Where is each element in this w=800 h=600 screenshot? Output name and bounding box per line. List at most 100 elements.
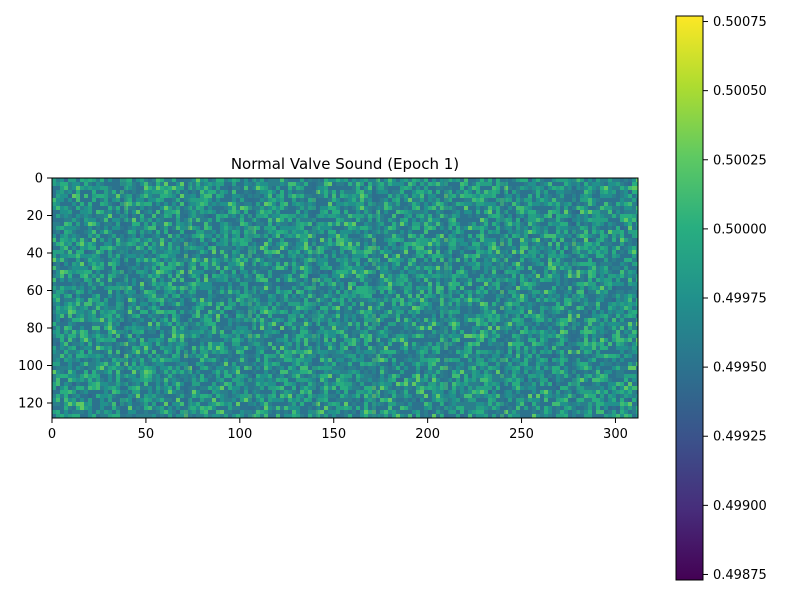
heatmap-cell xyxy=(608,218,612,222)
heatmap-cell xyxy=(476,190,480,194)
heatmap-cell xyxy=(224,190,228,194)
heatmap-cell xyxy=(228,258,232,262)
heatmap-cell xyxy=(492,246,496,250)
heatmap-cell xyxy=(556,286,560,290)
heatmap-cell xyxy=(168,178,172,182)
heatmap-cell xyxy=(52,278,56,282)
heatmap-cell xyxy=(596,270,600,274)
heatmap-cell xyxy=(448,278,452,282)
heatmap-cell xyxy=(252,266,256,270)
heatmap-cell xyxy=(260,210,264,214)
heatmap-cell xyxy=(580,310,584,314)
heatmap-cell xyxy=(560,274,564,278)
heatmap-cell xyxy=(580,282,584,286)
heatmap-cell xyxy=(356,238,360,242)
heatmap-cell xyxy=(480,234,484,238)
heatmap-cell xyxy=(68,178,72,182)
heatmap-cell xyxy=(540,282,544,286)
heatmap-cell xyxy=(460,278,464,282)
heatmap-cell xyxy=(236,266,240,270)
heatmap-cell xyxy=(224,270,228,274)
heatmap-cell xyxy=(128,298,132,302)
heatmap-cell xyxy=(108,210,112,214)
heatmap-cell xyxy=(352,302,356,306)
heatmap-cell xyxy=(596,194,600,198)
heatmap-cell xyxy=(380,278,384,282)
heatmap-cell xyxy=(388,290,392,294)
heatmap-cell xyxy=(412,218,416,222)
heatmap-cell xyxy=(320,290,324,294)
heatmap-cell xyxy=(636,206,638,210)
heatmap-cell xyxy=(236,262,240,266)
heatmap-cell xyxy=(504,234,508,238)
heatmap-cell xyxy=(500,206,504,210)
heatmap-cell xyxy=(524,198,528,202)
heatmap-cell xyxy=(116,182,120,186)
heatmap-cell xyxy=(544,282,548,286)
heatmap-cell xyxy=(416,194,420,198)
heatmap-cell xyxy=(116,246,120,250)
heatmap-cell xyxy=(164,290,168,294)
heatmap-cell xyxy=(608,206,612,210)
heatmap-cell xyxy=(512,246,516,250)
heatmap-cell xyxy=(400,270,404,274)
heatmap-cell xyxy=(596,254,600,258)
heatmap-cell xyxy=(596,278,600,282)
heatmap-cell xyxy=(288,266,292,270)
heatmap-cell xyxy=(356,250,360,254)
heatmap-cell xyxy=(220,190,224,194)
heatmap-cell xyxy=(604,242,608,246)
heatmap-cell xyxy=(84,286,88,290)
heatmap-cell xyxy=(168,202,172,206)
heatmap-cell xyxy=(304,194,308,198)
heatmap-cell xyxy=(140,190,144,194)
heatmap-cell xyxy=(184,302,188,306)
heatmap-cell xyxy=(188,306,192,310)
heatmap-cell xyxy=(184,214,188,218)
heatmap-cell xyxy=(608,294,612,298)
heatmap-cell xyxy=(544,194,548,198)
heatmap-cell xyxy=(588,246,592,250)
heatmap-cell xyxy=(380,234,384,238)
heatmap-cell xyxy=(72,258,76,262)
heatmap-cell xyxy=(400,274,404,278)
heatmap-cell xyxy=(176,186,180,190)
heatmap-cell xyxy=(312,254,316,258)
heatmap-cell xyxy=(448,294,452,298)
heatmap-cell xyxy=(620,294,624,298)
heatmap-cell xyxy=(368,250,372,254)
heatmap-cell xyxy=(64,214,68,218)
heatmap-cell xyxy=(240,294,244,298)
heatmap-cell xyxy=(72,230,76,234)
heatmap-cell xyxy=(256,262,260,266)
heatmap-cell xyxy=(244,290,248,294)
heatmap-cell xyxy=(376,278,380,282)
heatmap-cell xyxy=(608,230,612,234)
heatmap-cell xyxy=(64,242,68,246)
heatmap-cell xyxy=(304,294,308,298)
heatmap-cell xyxy=(108,266,112,270)
heatmap-cell xyxy=(492,310,496,314)
heatmap-cell xyxy=(252,290,256,294)
heatmap-cell xyxy=(356,206,360,210)
heatmap-cell xyxy=(328,182,332,186)
heatmap-cell xyxy=(264,234,268,238)
heatmap-cell xyxy=(192,182,196,186)
heatmap-cell xyxy=(192,242,196,246)
heatmap-cell xyxy=(532,270,536,274)
heatmap-cell xyxy=(56,218,60,222)
heatmap-cell xyxy=(568,238,572,242)
heatmap-cell xyxy=(128,222,132,226)
heatmap-cell xyxy=(364,202,368,206)
heatmap-cell xyxy=(324,214,328,218)
heatmap-cell xyxy=(248,282,252,286)
heatmap-cell xyxy=(100,222,104,226)
heatmap-cell xyxy=(632,278,636,282)
heatmap-cell xyxy=(604,226,608,230)
heatmap-cell xyxy=(520,262,524,266)
heatmap-cell xyxy=(152,210,156,214)
heatmap-cell xyxy=(104,254,108,258)
heatmap-cell xyxy=(280,242,284,246)
heatmap-cell xyxy=(552,298,556,302)
heatmap-cell xyxy=(324,258,328,262)
